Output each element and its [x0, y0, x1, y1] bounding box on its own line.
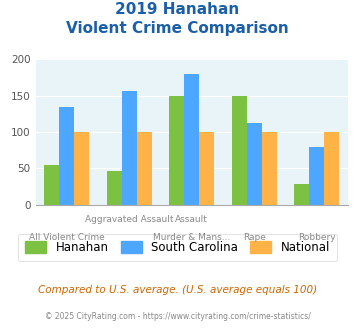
Bar [262, 132, 277, 205]
Bar [309, 147, 324, 205]
Text: © 2025 CityRating.com - https://www.cityrating.com/crime-statistics/: © 2025 CityRating.com - https://www.city… [45, 312, 310, 321]
Bar [184, 74, 199, 205]
Bar [137, 132, 152, 205]
Text: Assault: Assault [175, 214, 208, 223]
Bar [74, 132, 89, 205]
Text: Compared to U.S. average. (U.S. average equals 100): Compared to U.S. average. (U.S. average … [38, 285, 317, 295]
Bar [59, 107, 74, 205]
Bar [44, 165, 59, 205]
Text: Rape: Rape [243, 233, 266, 242]
Bar [199, 132, 214, 205]
Text: 2019 Hanahan: 2019 Hanahan [115, 2, 240, 16]
Text: Robbery: Robbery [298, 233, 335, 242]
Bar [107, 171, 122, 205]
Text: Murder & Mans...: Murder & Mans... [153, 233, 230, 242]
Bar [294, 183, 309, 205]
Bar [122, 91, 137, 205]
Text: Aggravated Assault: Aggravated Assault [85, 214, 174, 223]
Bar [247, 122, 262, 205]
Bar [324, 132, 339, 205]
Bar [169, 96, 184, 205]
Text: All Violent Crime: All Violent Crime [29, 233, 105, 242]
Bar [232, 96, 247, 205]
Text: Violent Crime Comparison: Violent Crime Comparison [66, 21, 289, 36]
Legend: Hanahan, South Carolina, National: Hanahan, South Carolina, National [18, 234, 337, 261]
